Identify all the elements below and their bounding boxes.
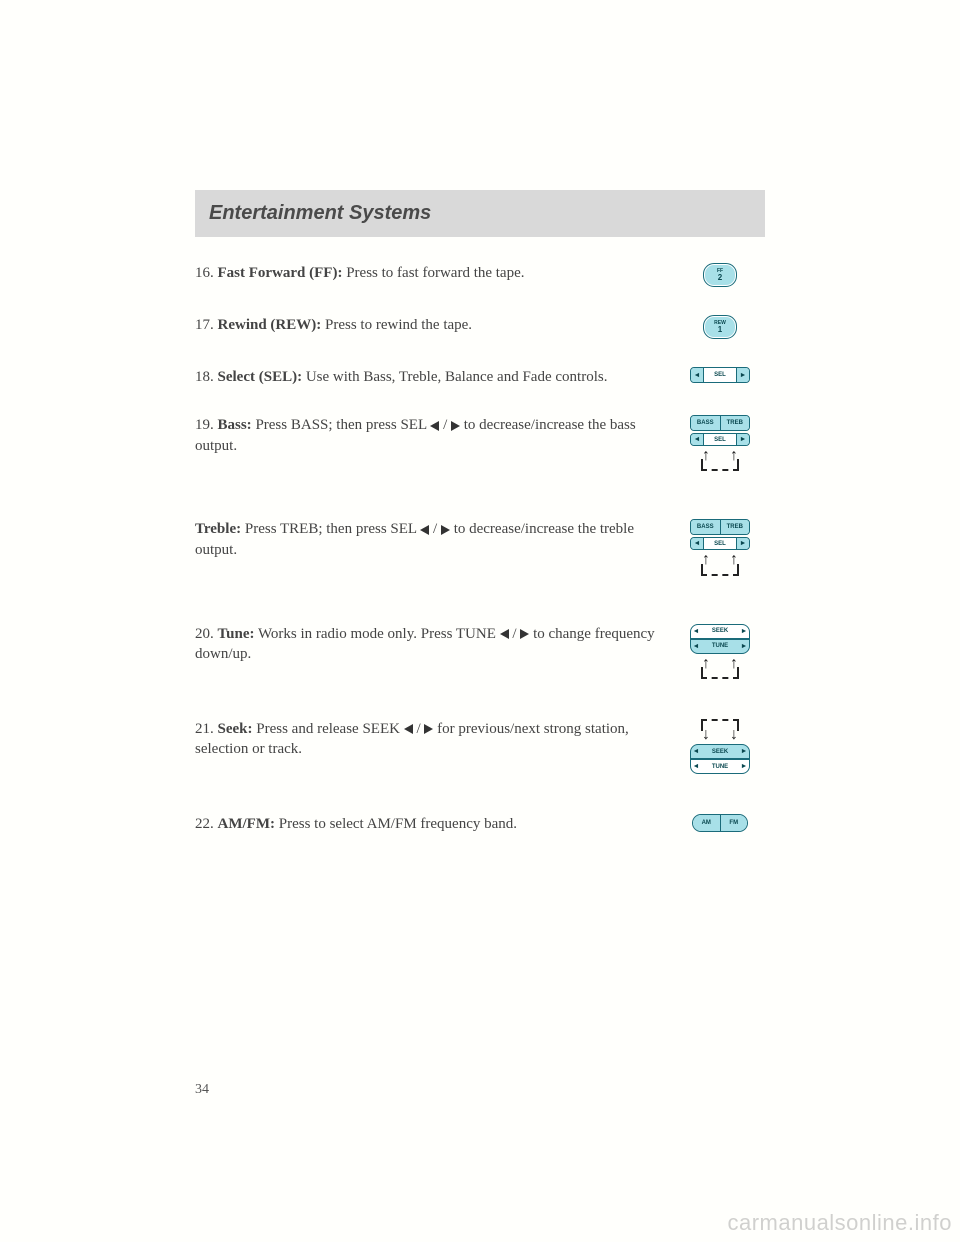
entry-seek: 21. Seek: Press and release SEEK / for p… (195, 719, 765, 774)
basstreb-button-icon: BASS TREB (690, 415, 750, 431)
treb-half: TREB (721, 520, 750, 534)
seek-graphic: ↓↓ ◄SEEK► ◄TUNE► (675, 719, 765, 774)
sel-text: 18. Select (SEL): Use with Bass, Treble,… (195, 367, 675, 387)
entry-amfm: 22. AM/FM: Press to select AM/FM frequen… (195, 814, 765, 834)
num: 18. (195, 369, 214, 385)
seek-label: SEEK (701, 628, 739, 634)
ff-graphic: FF 2 (675, 263, 765, 287)
rest: Use with Bass, Treble, Balance and Fade … (302, 369, 607, 385)
left-arrow-icon: ◄ (691, 434, 704, 445)
bold: Tune: (218, 626, 255, 642)
sel-sub-icon: ◄ SEL ► (690, 537, 750, 550)
rest-pre: Press and release SEEK (253, 721, 404, 737)
bold: Bass: (218, 417, 252, 433)
bass-half: BASS (691, 520, 721, 534)
bold: Treble: (195, 521, 241, 537)
sel-sub-label: SEL (704, 437, 736, 443)
num: 20. (195, 626, 214, 642)
rew-bottom: 1 (718, 326, 722, 334)
bold: Select (SEL): (218, 369, 303, 385)
treb-half: TREB (721, 416, 750, 430)
rest-pre: Press TREB; then press SEL (241, 521, 420, 537)
down-arrows-icon: ↓↓ (702, 729, 738, 740)
amfm-text: 22. AM/FM: Press to select AM/FM frequen… (195, 814, 675, 834)
left-triangle-icon (430, 421, 439, 431)
ff-button-icon: FF 2 (703, 263, 737, 287)
sel-sub-label: SEL (704, 541, 736, 547)
treble-graphic: BASS TREB ◄ SEL ► ↑↑ (675, 519, 765, 575)
right-arrow-icon: ► (736, 368, 749, 382)
sel-sub-icon: ◄ SEL ► (690, 433, 750, 446)
dash-box-icon (701, 667, 739, 679)
num: 19. (195, 417, 214, 433)
rest: Press to fast forward the tape. (342, 265, 524, 281)
rest-pre: Works in radio mode only. Press TUNE (254, 626, 499, 642)
tune-label: TUNE (701, 764, 739, 770)
rest-pre: Press BASS; then press SEL (252, 417, 431, 433)
page-content: Entertainment Systems 16. Fast Forward (… (195, 190, 765, 862)
rew-graphic: REW 1 (675, 315, 765, 339)
num: 16. (195, 265, 214, 281)
tune-pill-icon: ◄TUNE► (690, 639, 750, 654)
bold: Seek: (218, 721, 253, 737)
sel-button-icon: ◄ SEL ► (690, 367, 750, 383)
fm-half: FM (721, 815, 748, 831)
amfm-graphic: AM FM (675, 814, 765, 832)
right-triangle-icon (520, 629, 529, 639)
page-number: 34 (195, 1082, 209, 1098)
left-triangle-icon (404, 724, 413, 734)
basstreb-button-icon: BASS TREB (690, 519, 750, 535)
rest: Press to rewind the tape. (321, 317, 472, 333)
seek-pill-icon: ◄SEEK► (690, 624, 750, 639)
entry-rew: 17. Rewind (REW): Press to rewind the ta… (195, 315, 765, 339)
tune-graphic: ◄SEEK► ◄TUNE► ↑↑ (675, 624, 765, 679)
bold: AM/FM: (218, 816, 275, 832)
seek-pill-icon: ◄SEEK► (690, 744, 750, 759)
am-half: AM (693, 815, 721, 831)
treble-text: Treble: Press TREB; then press SEL / to … (195, 519, 675, 560)
entry-ff: 16. Fast Forward (FF): Press to fast for… (195, 263, 765, 287)
tune-pill-icon: ◄TUNE► (690, 759, 750, 774)
entry-treble: Treble: Press TREB; then press SEL / to … (195, 519, 765, 575)
bass-text: 19. Bass: Press BASS; then press SEL / t… (195, 415, 675, 456)
section-header: Entertainment Systems (195, 190, 765, 237)
left-arrow-icon: ◄ (691, 368, 704, 382)
seek-text: 21. Seek: Press and release SEEK / for p… (195, 719, 675, 760)
tune-label: TUNE (701, 643, 739, 649)
watermark: carmanualsonline.info (727, 1210, 952, 1236)
seek-label: SEEK (701, 749, 739, 755)
entry-tune: 20. Tune: Works in radio mode only. Pres… (195, 624, 765, 679)
right-triangle-icon (451, 421, 460, 431)
dash-box-icon (701, 564, 739, 576)
right-triangle-icon (441, 525, 450, 535)
ff-bottom: 2 (718, 274, 722, 282)
bass-half: BASS (691, 416, 721, 430)
rest: Press to select AM/FM frequency band. (275, 816, 517, 832)
bass-graphic: BASS TREB ◄ SEL ► ↑↑ (675, 415, 765, 471)
sel-graphic: ◄ SEL ► (675, 367, 765, 383)
entry-sel: 18. Select (SEL): Use with Bass, Treble,… (195, 367, 765, 387)
right-arrow-icon: ► (736, 538, 749, 549)
dash-box-icon (701, 459, 739, 471)
sel-label: SEL (704, 372, 736, 378)
bold: Rewind (REW): (218, 317, 322, 333)
num: 21. (195, 721, 214, 737)
left-triangle-icon (420, 525, 429, 535)
left-arrow-icon: ◄ (691, 538, 704, 549)
tune-text: 20. Tune: Works in radio mode only. Pres… (195, 624, 675, 665)
right-arrow-icon: ► (736, 434, 749, 445)
num: 17. (195, 317, 214, 333)
entry-bass: 19. Bass: Press BASS; then press SEL / t… (195, 415, 765, 471)
num: 22. (195, 816, 214, 832)
bold: Fast Forward (FF): (218, 265, 343, 281)
left-triangle-icon (500, 629, 509, 639)
ff-text: 16. Fast Forward (FF): Press to fast for… (195, 263, 675, 283)
amfm-button-icon: AM FM (692, 814, 748, 832)
rew-text: 17. Rewind (REW): Press to rewind the ta… (195, 315, 675, 335)
rew-button-icon: REW 1 (703, 315, 737, 339)
